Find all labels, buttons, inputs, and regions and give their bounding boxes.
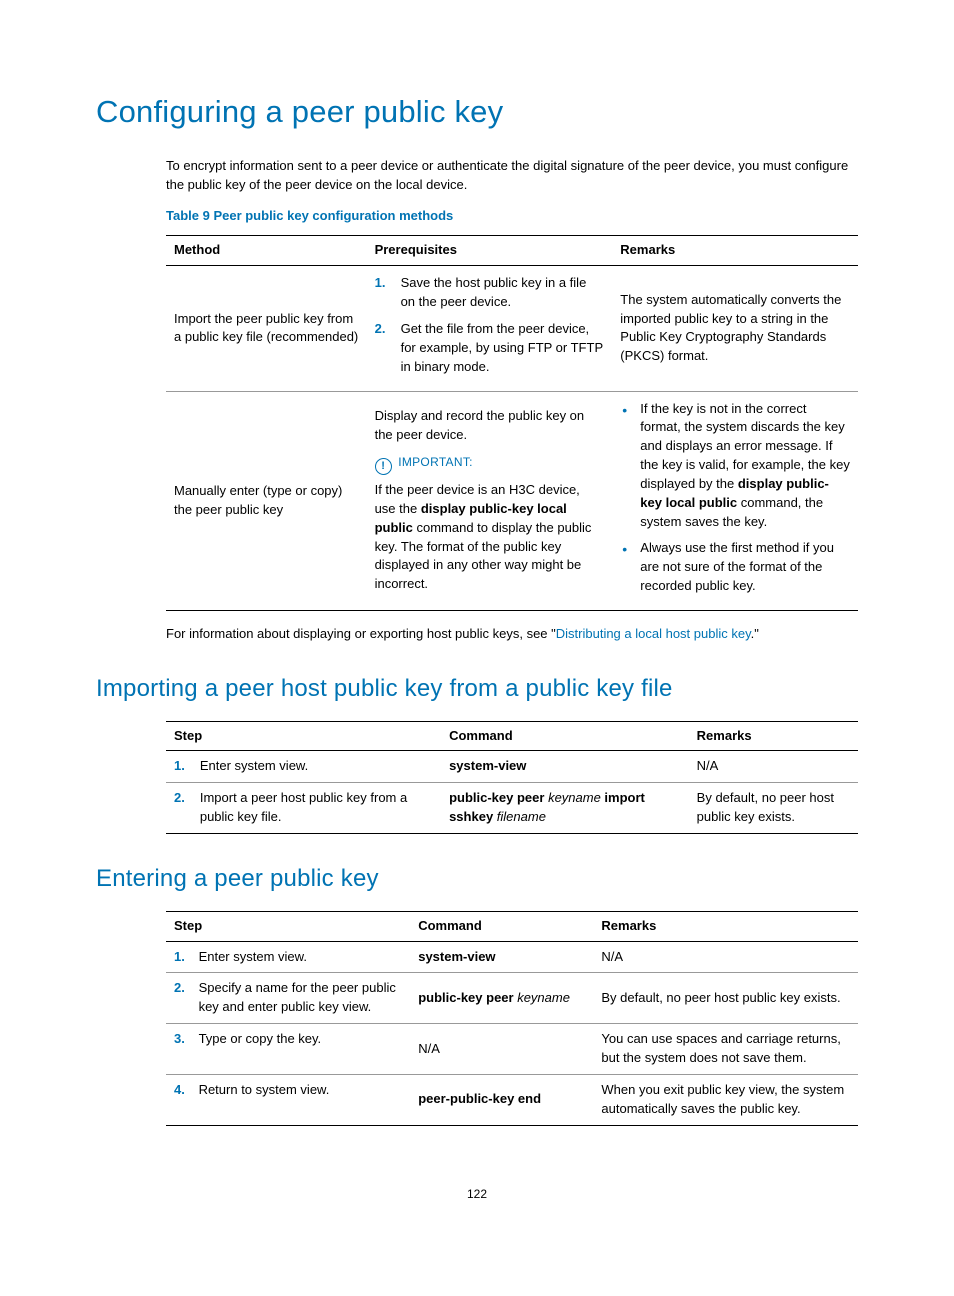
step-number: 1. xyxy=(166,941,199,973)
distributing-link[interactable]: Distributing a local host public key xyxy=(556,626,751,641)
table-row: 3. Type or copy the key. N/A You can use… xyxy=(166,1024,858,1075)
table-row: 2. Import a peer host public key from a … xyxy=(166,783,858,834)
page-title: Configuring a peer public key xyxy=(96,90,858,135)
step-remarks: You can use spaces and carriage returns,… xyxy=(593,1024,858,1075)
t1r1-method: Import the peer public key from a public… xyxy=(166,266,367,391)
table-row: 2. Specify a name for the peer public ke… xyxy=(166,973,858,1024)
list-item: If the key is not in the correct format,… xyxy=(620,400,850,532)
list-item: Save the host public key in a file on th… xyxy=(375,274,605,312)
table-row: 1. Enter system view. system-view N/A xyxy=(166,751,858,783)
intro-paragraph: To encrypt information sent to a peer de… xyxy=(166,157,858,195)
t1r2-remarks: If the key is not in the correct format,… xyxy=(612,391,858,610)
table-row: 1. Enter system view. system-view N/A xyxy=(166,941,858,973)
list-item: Always use the first method if you are n… xyxy=(620,539,850,596)
t3-h-step: Step xyxy=(166,911,410,941)
t1-h-method: Method xyxy=(166,236,367,266)
step-command: peer-public-key end xyxy=(410,1074,593,1125)
step-command: system-view xyxy=(410,941,593,973)
step-number: 2. xyxy=(166,783,200,834)
step-number: 3. xyxy=(166,1024,199,1075)
step-remarks: By default, no peer host public key exis… xyxy=(689,783,858,834)
t1-h-prereq: Prerequisites xyxy=(367,236,613,266)
step-number: 2. xyxy=(166,973,199,1024)
table-config-methods: Method Prerequisites Remarks Import the … xyxy=(166,235,858,611)
step-text: Type or copy the key. xyxy=(199,1024,411,1075)
table-entering: Step Command Remarks 1. Enter system vie… xyxy=(166,911,858,1126)
t3-h-remarks: Remarks xyxy=(593,911,858,941)
t1r1-remarks: The system automatically converts the im… xyxy=(612,266,858,391)
t2-h-remarks: Remarks xyxy=(689,721,858,751)
step-text: Enter system view. xyxy=(199,941,411,973)
t1-h-remarks: Remarks xyxy=(612,236,858,266)
table9-caption: Table 9 Peer public key configuration me… xyxy=(166,207,858,226)
step-text: Return to system view. xyxy=(199,1074,411,1125)
step-number: 4. xyxy=(166,1074,199,1125)
step-command: public-key peer keyname import sshkey fi… xyxy=(441,783,689,834)
step-command: public-key peer keyname xyxy=(410,973,593,1024)
prereq-top-text: Display and record the public key on the… xyxy=(375,407,605,445)
table-row: 4. Return to system view. peer-public-ke… xyxy=(166,1074,858,1125)
table-row: Manually enter (type or copy) the peer p… xyxy=(166,391,858,610)
table-row: Import the peer public key from a public… xyxy=(166,266,858,391)
t1r1-prereq: Save the host public key in a file on th… xyxy=(367,266,613,391)
important-label: IMPORTANT: xyxy=(398,455,473,469)
t1r2-method: Manually enter (type or copy) the peer p… xyxy=(166,391,367,610)
page-number: 122 xyxy=(96,1186,858,1203)
list-item: Get the file from the peer device, for e… xyxy=(375,320,605,377)
step-text: Import a peer host public key from a pub… xyxy=(200,783,441,834)
step-command: N/A xyxy=(410,1024,593,1075)
table-importing: Step Command Remarks 1. Enter system vie… xyxy=(166,721,858,834)
important-icon: ! xyxy=(375,458,392,475)
prereq-body: If the peer device is an H3C device, use… xyxy=(375,481,605,594)
step-command: system-view xyxy=(441,751,689,783)
step-remarks: By default, no peer host public key exis… xyxy=(593,973,858,1024)
info-line: For information about displaying or expo… xyxy=(166,625,858,644)
step-number: 1. xyxy=(166,751,200,783)
step-remarks: N/A xyxy=(689,751,858,783)
step-text: Specify a name for the peer public key a… xyxy=(199,973,411,1024)
step-text: Enter system view. xyxy=(200,751,441,783)
step-remarks: N/A xyxy=(593,941,858,973)
heading-importing: Importing a peer host public key from a … xyxy=(96,672,858,707)
t1r2-prereq: Display and record the public key on the… xyxy=(367,391,613,610)
heading-entering: Entering a peer public key xyxy=(96,862,858,897)
t3-h-command: Command xyxy=(410,911,593,941)
step-remarks: When you exit public key view, the syste… xyxy=(593,1074,858,1125)
t2-h-command: Command xyxy=(441,721,689,751)
t2-h-step: Step xyxy=(166,721,441,751)
